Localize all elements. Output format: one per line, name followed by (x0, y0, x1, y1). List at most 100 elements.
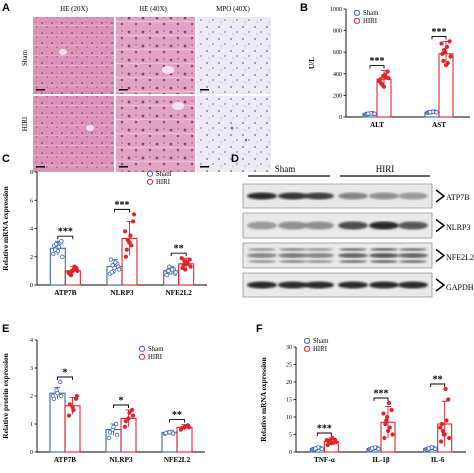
y-tick-label: 8 (30, 170, 33, 176)
significance-label: *** (374, 389, 389, 400)
data-point-sham (313, 446, 318, 451)
data-point-hiri (381, 411, 386, 416)
blot-band (278, 192, 308, 200)
data-point-hiri (446, 397, 451, 402)
legend-label-hiri: HIRI (156, 179, 171, 186)
category-label: IL-6 (431, 456, 445, 464)
data-point-sham (113, 260, 118, 265)
blot-band (278, 281, 308, 289)
data-point-hiri (444, 44, 450, 49)
blot-band-lower (370, 259, 398, 264)
significance-bracket (431, 35, 447, 40)
y-tick-label: 0 (30, 283, 33, 289)
band-label-atp7b: ATP7B (446, 193, 470, 202)
significance-bracket (113, 404, 129, 408)
significance-bracket (316, 432, 332, 436)
category-label: NLRP3 (109, 456, 133, 464)
significance-label: *** (58, 227, 73, 238)
y-tick-label: 5 (289, 433, 292, 439)
blot-band (247, 192, 277, 200)
data-point-hiri (67, 402, 72, 407)
significance-label: *** (370, 56, 385, 67)
data-point-sham (319, 446, 325, 452)
y-tick-label: 4 (30, 338, 33, 344)
category-label: TNF-α (314, 456, 335, 464)
data-point-hiri (74, 393, 80, 399)
blot-band-upper (279, 247, 307, 252)
data-point-hiri (381, 73, 386, 79)
blot-band-upper (370, 247, 398, 252)
data-point-sham (107, 430, 113, 435)
band-label-gapdh: GAPDH (446, 283, 474, 292)
legend-label-sham: Sham (313, 338, 329, 345)
data-point-hiri (130, 407, 135, 413)
significance-bracket (430, 383, 446, 387)
legend-marker-sham (353, 9, 361, 16)
significance-bracket (57, 235, 74, 240)
data-point-sham (111, 424, 116, 429)
category-label: NFE2L2 (165, 289, 192, 297)
blot-band (369, 192, 399, 200)
data-point-sham (173, 270, 178, 275)
data-point-hiri (441, 432, 446, 437)
legend-label-sham: Sham (148, 346, 164, 353)
micrograph-sham-he20x (33, 17, 114, 94)
data-point-sham (366, 111, 371, 116)
data-point-hiri (382, 435, 387, 441)
data-point-hiri (443, 50, 448, 55)
significance-bracket (373, 397, 389, 401)
y-tick-label: 0 (339, 115, 342, 121)
blot-band-lower (248, 259, 276, 264)
panel-label-e: E (2, 323, 9, 335)
category-label: NFE2L2 (164, 456, 191, 464)
data-point-hiri (377, 79, 382, 84)
y-tick-label: 4 (30, 227, 33, 233)
significance-label: *** (317, 424, 332, 435)
column-header-he20x: HE (20X) (60, 5, 88, 13)
data-point-hiri (126, 416, 131, 421)
legend-marker-sham (303, 337, 311, 344)
blot-band (304, 221, 334, 230)
legend-marker-hiri (353, 17, 361, 24)
chart-e: 0 1 2 3 4 Relative protein expression ShamHIRI… (1, 338, 205, 464)
data-point-hiri (385, 69, 390, 74)
y-tick-label: 0 (30, 450, 33, 456)
data-point-hiri (126, 239, 131, 244)
blot-band (304, 281, 334, 289)
panel-label-a: A (2, 2, 10, 14)
blot-band-labels: ATP7B NLRP3 NFE2L2 GAPDH (446, 193, 474, 292)
data-point-sham (106, 435, 112, 441)
data-point-sham (52, 247, 58, 252)
y-tick-label: 15 (286, 398, 292, 404)
y-axis-label: U/L (307, 57, 316, 69)
y-axis-label: Relative protein expression (1, 353, 10, 439)
data-point-hiri (183, 424, 188, 429)
data-point-hiri (181, 263, 186, 268)
data-point-hiri (129, 243, 134, 248)
data-point-hiri (131, 219, 136, 224)
data-point-sham (167, 430, 172, 435)
data-point-sham (170, 431, 176, 436)
data-point-sham (372, 111, 377, 116)
legend-label-hiri: HIRI (313, 346, 328, 353)
blot-group-sham: Sham (275, 164, 296, 174)
data-point-hiri (124, 247, 129, 252)
y-tick-label: 2 (30, 394, 33, 400)
bar-hiri (176, 426, 193, 453)
data-point-sham (55, 391, 60, 396)
data-point-hiri (179, 426, 184, 431)
data-point-hiri (187, 257, 192, 262)
blot-band (398, 281, 428, 289)
legend-marker-hiri (303, 345, 311, 352)
blot-band (369, 281, 399, 289)
data-point-sham (60, 254, 65, 259)
data-point-sham (432, 446, 438, 452)
blot-band-lower (339, 259, 367, 264)
blot-band-upper (248, 247, 276, 252)
data-point-hiri (445, 60, 450, 66)
blot-band (278, 221, 308, 230)
y-tick-label: 25 (286, 363, 292, 369)
data-point-hiri (122, 229, 128, 234)
